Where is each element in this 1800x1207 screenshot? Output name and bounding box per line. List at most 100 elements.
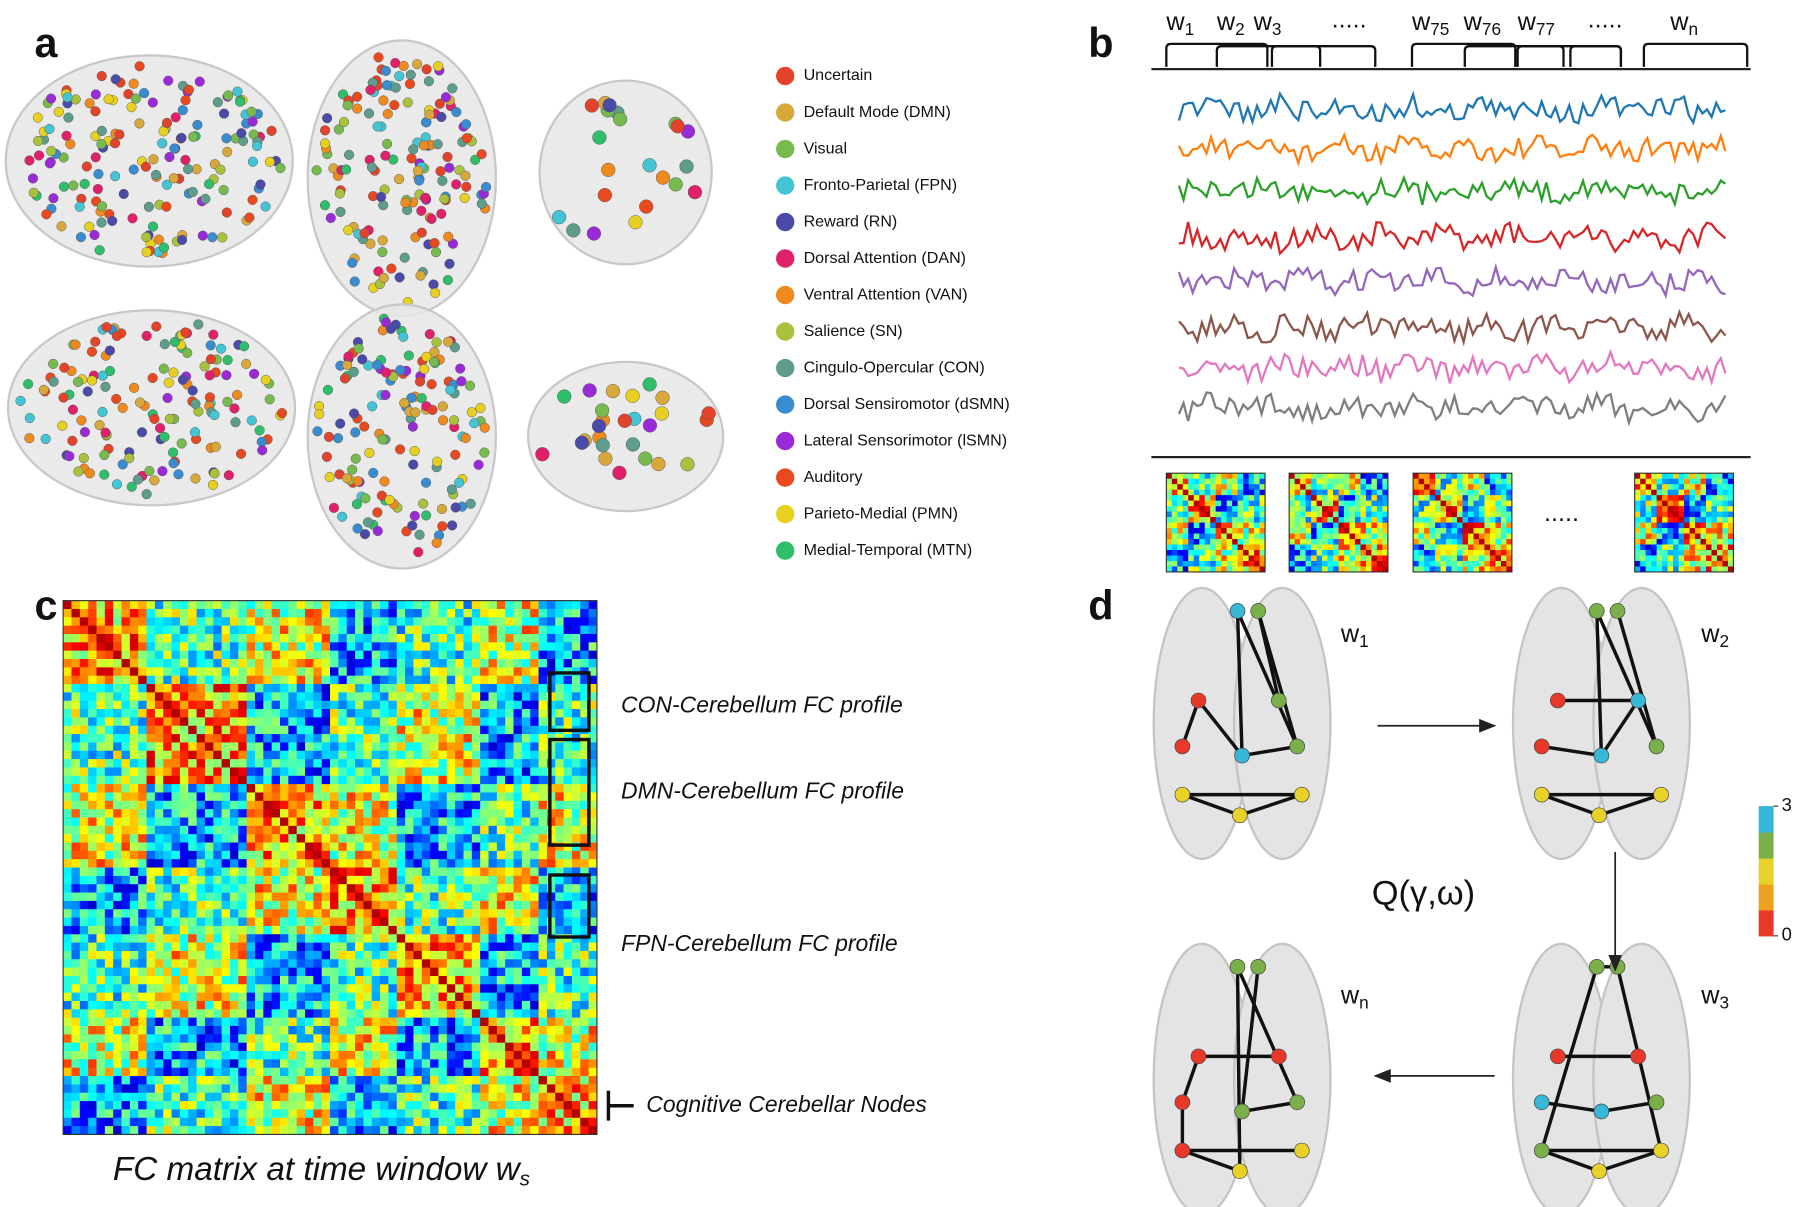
fc-matrix-cell [455,751,464,760]
fc-matrix-cell [96,893,105,902]
fc-matrix-cell [163,876,172,885]
fc-matrix-cell [180,809,189,818]
brain-node [142,489,152,499]
fc-matrix-cell [163,692,172,701]
window-matrix-cell [1300,484,1306,490]
brain-node [252,141,262,151]
window-matrix-cell [1701,484,1707,490]
window-matrix-cell [1430,479,1436,485]
window-matrix-cell [1468,490,1474,496]
fc-matrix-cell [247,709,256,718]
fc-matrix-cell [430,893,439,902]
fc-matrix-cell [438,709,447,718]
window-matrix-cell [1243,555,1249,561]
fc-matrix-cell [338,876,347,885]
fc-matrix-cell [489,893,498,902]
fc-matrix-cell [564,617,573,626]
window-matrix-cell [1295,473,1301,479]
fc-matrix-cell [238,601,247,610]
fc-matrix-cell [480,709,489,718]
fc-matrix-cell [330,751,339,760]
fc-matrix-cell [514,801,523,810]
fc-matrix-cell [122,893,131,902]
fc-matrix-cell [355,776,364,785]
fc-matrix-cell [230,851,239,860]
fc-matrix-cell [397,801,406,810]
fc-matrix-cell [322,934,331,943]
window-matrix-cell [1221,555,1227,561]
fc-matrix-cell [580,609,589,618]
fc-matrix-cell [122,751,131,760]
window-matrix-cell [1424,534,1430,540]
fc-matrix-cell [122,834,131,843]
fc-matrix-cell [322,759,331,768]
brain-node [395,365,405,375]
fc-matrix-cell [230,726,239,735]
fc-matrix-cell [397,876,406,885]
window-matrix-cell [1657,550,1663,556]
window-matrix-cell [1484,473,1490,479]
fc-matrix-cell [130,934,139,943]
fc-matrix-cell [147,851,156,860]
window-matrix-cell [1640,555,1646,561]
fc-matrix-cell [514,667,523,676]
fc-matrix-cell [322,734,331,743]
fc-matrix-cell [338,884,347,893]
fc-matrix-cell [380,792,389,801]
brain-node [158,466,168,476]
fc-matrix-cell [405,634,414,643]
fc-matrix-cell [163,959,172,968]
fc-matrix-cell [172,918,181,927]
window-matrix-cell [1435,550,1441,556]
brain-node [110,171,120,181]
window-matrix-cell [1360,545,1366,551]
brain-node [222,370,232,380]
legend-label: Cingulo-Opercular (CON) [804,358,985,376]
brain-node [68,181,78,191]
window-matrix-cell [1306,561,1312,567]
fc-matrix-cell [539,918,548,927]
legend-label: Default Mode (DMN) [804,103,951,121]
fc-matrix-cell [96,784,105,793]
window-matrix-cell [1295,517,1301,523]
fc-matrix-cell [422,651,431,660]
window-matrix-cell [1673,534,1679,540]
window-subscript: 76 [1482,19,1501,39]
brain-node [333,433,343,443]
fc-matrix-cell [88,843,97,852]
window-matrix-cell [1711,490,1717,496]
fc-matrix-cell [430,701,439,710]
fc-matrix-cell [280,926,289,935]
window-matrix-cell [1339,534,1345,540]
fc-matrix-cell [222,943,231,952]
fc-matrix-cell [180,868,189,877]
fc-matrix-cell [96,659,105,668]
window-matrix-cell [1355,501,1361,507]
fc-matrix-cell [88,926,97,935]
fc-matrix-cell [255,651,264,660]
fc-matrix-cell [63,926,72,935]
fc-matrix-cell [455,692,464,701]
fc-matrix-cell [589,642,598,651]
fc-matrix-cell [63,859,72,868]
fc-matrix-cell [505,684,514,693]
fc-matrix-cell [313,868,322,877]
fc-matrix-cell [572,759,581,768]
window-matrix-cell [1377,479,1383,485]
fc-matrix-cell [230,918,239,927]
fc-matrix-cell [263,684,272,693]
fc-matrix-cell [388,943,397,952]
window-label: w1 [1165,8,1194,39]
fc-matrix-cell [213,784,222,793]
fc-matrix-cell [363,968,372,977]
fc-matrix-cell [288,817,297,826]
fc-matrix-cell [363,826,372,835]
brain-node [643,377,657,391]
fc-matrix-cell [255,717,264,726]
fc-matrix-cell [413,834,422,843]
fc-matrix-cell [288,709,297,718]
window-matrix-cell [1366,561,1372,567]
fc-matrix-cell [422,918,431,927]
fc-matrix-cell [205,834,214,843]
brain-node [93,184,103,194]
